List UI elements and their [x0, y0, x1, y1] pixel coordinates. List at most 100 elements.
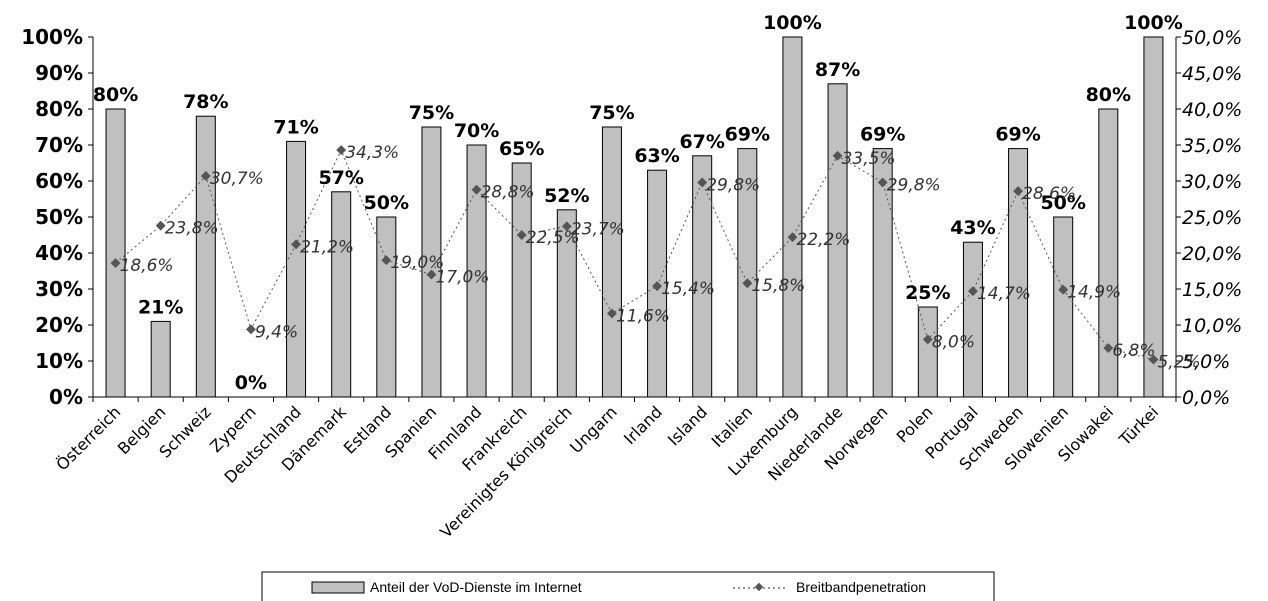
bar: [466, 144, 487, 398]
bar: [105, 108, 126, 398]
broadband-value-label: 6,8%: [1112, 341, 1155, 361]
bar-value-label: 25%: [905, 282, 950, 304]
broadband-value-label: 9,4%: [255, 322, 298, 342]
bar-value-label: 50%: [364, 192, 409, 214]
y-right-tick-label: 35,0%: [1182, 135, 1242, 157]
broadband-point: [155, 220, 166, 231]
bar-value-label: 80%: [1086, 84, 1131, 106]
broadband-value-label: 14,7%: [977, 284, 1031, 304]
bar: [150, 320, 171, 398]
bar-value-label: 63%: [634, 145, 679, 167]
y-right-tick-label: 40,0%: [1182, 99, 1242, 121]
bar-value-label: 69%: [995, 124, 1040, 146]
y-left-tick-label: 60%: [35, 169, 83, 193]
broadband-value-label: 11,6%: [616, 306, 670, 326]
broadband-point: [245, 324, 256, 335]
y-left-tick-label: 80%: [35, 97, 83, 121]
broadband-point: [1058, 284, 1069, 295]
bar: [1098, 108, 1119, 398]
legend-line-marker: [754, 582, 764, 592]
broadband-point: [787, 232, 798, 243]
bar-value-label: 57%: [318, 167, 363, 189]
broadband-value-label: 29,8%: [887, 175, 941, 195]
legend-bar-swatch: [311, 581, 365, 594]
x-tick-label: Österreich: [52, 402, 124, 474]
broadband-point: [832, 150, 843, 161]
broadband-point: [561, 221, 572, 232]
bar-value-label: 87%: [815, 59, 860, 81]
legend-box: [261, 571, 995, 601]
bar: [376, 216, 397, 398]
broadband-point: [426, 269, 437, 280]
broadband-point: [967, 286, 978, 297]
broadband-value-label: 5,2%: [1157, 353, 1200, 373]
broadband-value-label: 15,4%: [661, 279, 715, 299]
x-tick-label: Türkei: [1115, 402, 1163, 450]
broadband-value-label: 29,8%: [706, 175, 760, 195]
x-tick-labels: ÖsterreichBelgienSchweizZypernDeutschlan…: [52, 402, 1162, 542]
bar-value-label: 80%: [93, 84, 138, 106]
broadband-point: [471, 184, 482, 195]
y-left-tick-label: 90%: [35, 61, 83, 85]
bar: [331, 191, 352, 398]
bar-value-label: 71%: [273, 116, 318, 138]
bar-value-label: 43%: [950, 217, 995, 239]
y-left-tick-label: 0%: [49, 385, 83, 409]
bar-value-label: 50%: [1040, 192, 1085, 214]
x-tick-label: Irland: [620, 402, 666, 448]
bar: [692, 155, 713, 398]
y-left-tick-label: 50%: [35, 205, 83, 229]
y-right-tick-label: 25,0%: [1182, 207, 1242, 229]
bar: [917, 306, 938, 398]
y-right-tick-label: 20,0%: [1182, 243, 1242, 265]
broadband-value-label: 28,8%: [481, 183, 535, 203]
y-left-tick-label: 70%: [35, 133, 83, 157]
broadband-value-label: 23,8%: [165, 219, 219, 239]
bar: [1143, 36, 1164, 398]
y-right-tick-label: 15,0%: [1182, 279, 1242, 301]
broadband-value-label: 33,5%: [842, 149, 896, 169]
broadband-value-label: 17,0%: [435, 268, 489, 288]
bar: [1053, 216, 1074, 398]
bar: [962, 241, 983, 398]
y-left-tick-label: 100%: [21, 25, 83, 49]
broadband-value-label: 23,7%: [571, 219, 625, 239]
y-left-tick-label: 10%: [35, 349, 83, 373]
bar: [511, 162, 532, 398]
broadband-point: [1103, 343, 1114, 353]
bar-value-label: 75%: [589, 102, 634, 124]
y-left-tick-label: 20%: [35, 313, 83, 337]
bar: [601, 126, 622, 398]
broadband-point: [652, 281, 663, 292]
broadband-value-label: 18,6%: [120, 256, 174, 276]
y-right-tick-label: 30,0%: [1182, 171, 1242, 193]
broadband-series-line: [115, 148, 1154, 361]
bar-value-label: 67%: [679, 131, 724, 153]
bar: [1008, 148, 1029, 398]
broadband-value-label: 28,6%: [1022, 184, 1076, 204]
bar: [421, 126, 442, 398]
bar-value-label: 75%: [409, 102, 454, 124]
bar-value-label: 52%: [544, 185, 589, 207]
broadband-point: [697, 177, 708, 188]
bar-value-label: 100%: [1124, 12, 1183, 34]
x-tick-label: Island: [664, 402, 711, 449]
y-right-tick-label: 10,0%: [1182, 315, 1242, 337]
broadband-point: [516, 230, 527, 240]
broadband-point: [1013, 186, 1024, 197]
bar: [286, 140, 307, 398]
y-left-tick-label: 40%: [35, 241, 83, 265]
y-right-tick-label: 45,0%: [1182, 63, 1242, 85]
broadband-point: [1148, 354, 1159, 365]
bar: [195, 115, 216, 398]
bar-value-label: 65%: [499, 138, 544, 160]
data-labels: 80%21%78%0%71%57%50%75%70%65%52%75%63%67…: [93, 12, 1201, 394]
broadband-point: [742, 278, 753, 289]
broadband-value-label: 14,9%: [1067, 283, 1121, 303]
broadband-point: [381, 255, 392, 266]
bar-value-label: 100%: [763, 12, 822, 34]
broadband-line: [110, 145, 1159, 365]
bar: [737, 148, 758, 398]
bar: [556, 209, 577, 398]
bar: [782, 36, 803, 398]
